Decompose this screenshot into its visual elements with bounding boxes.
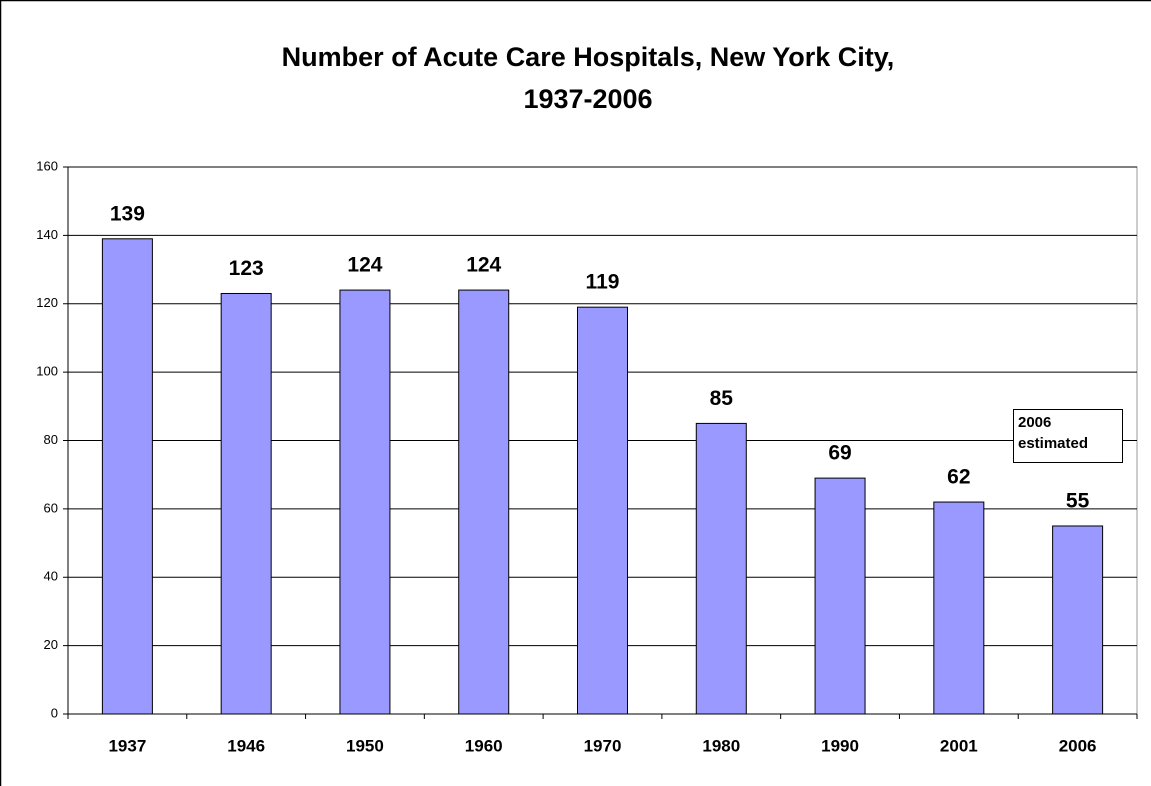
- bar: [695, 422, 747, 715]
- data-label: 55: [1066, 490, 1090, 513]
- bar: [458, 289, 510, 715]
- y-tick-label: 60: [44, 500, 58, 515]
- data-label: 124: [466, 254, 501, 277]
- annotation: 2006 estimated: [1013, 409, 1123, 463]
- y-tick-label: 120: [36, 295, 58, 310]
- x-tick-label: 1960: [465, 736, 503, 755]
- y-tick-label: 40: [44, 569, 58, 584]
- y-tick-label: 100: [36, 364, 58, 379]
- data-label: 124: [347, 254, 382, 277]
- y-tick-label: 80: [44, 432, 58, 447]
- x-tick-label: 1990: [821, 736, 859, 755]
- y-tick-label: 20: [44, 637, 58, 652]
- bar: [933, 501, 985, 715]
- x-tick-label: 1946: [227, 736, 265, 755]
- bar: [814, 477, 866, 715]
- x-tick-label: 1950: [346, 736, 384, 755]
- x-tick-label: 2006: [1059, 736, 1097, 755]
- chart-title: Number of Acute Care Hospitals, New York…: [282, 42, 895, 72]
- bar: [1052, 525, 1104, 715]
- x-tick-label: 1937: [108, 736, 146, 755]
- chart-title: 1937-2006: [523, 84, 652, 114]
- data-label: 85: [710, 387, 734, 410]
- y-tick-label: 140: [36, 227, 58, 242]
- bar: [220, 292, 272, 715]
- data-label: 69: [828, 442, 851, 465]
- data-label: 119: [586, 271, 620, 294]
- x-tick-label: 2001: [940, 736, 978, 755]
- data-label: 123: [229, 257, 264, 280]
- x-tick-label: 1970: [584, 736, 622, 755]
- y-tick-label: 160: [36, 158, 58, 173]
- data-label: 139: [110, 202, 145, 225]
- bar: [339, 289, 391, 715]
- data-label: 62: [947, 466, 970, 489]
- y-tick-label: 0: [51, 705, 58, 720]
- bar: [101, 238, 153, 715]
- bar: [577, 306, 628, 715]
- x-tick-label: 1980: [702, 736, 740, 755]
